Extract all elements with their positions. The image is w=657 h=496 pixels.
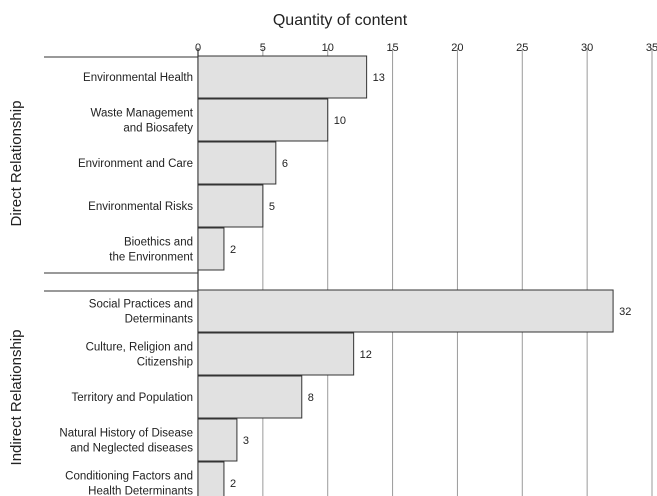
data-label: 3 — [243, 435, 249, 447]
category-label: Citizenship — [137, 357, 193, 369]
category-label: Environmental Health — [83, 72, 193, 84]
category-label: and Neglected diseases — [70, 443, 193, 455]
bar — [197, 141, 277, 185]
bar — [197, 289, 614, 333]
group-label: Indirect Relationship — [8, 330, 25, 466]
category-label: Environmental Risks — [88, 201, 193, 213]
x-tick-labels: 05101520253035 — [195, 42, 657, 54]
x-tick-label: 30 — [581, 42, 593, 54]
data-label: 8 — [308, 392, 314, 404]
category-label: Conditioning Factors and — [65, 471, 193, 483]
data-label: 10 — [334, 115, 346, 127]
group-label: Direct Relationship — [8, 101, 25, 227]
category-label: Bioethics and — [124, 237, 193, 249]
x-tick-label: 5 — [260, 42, 266, 54]
group-labels: Direct Relationship Indirect Relationship — [8, 101, 25, 466]
bar — [197, 375, 303, 419]
x-tick-label: 10 — [322, 42, 334, 54]
category-label: Determinants — [125, 314, 194, 326]
data-label: 2 — [230, 244, 236, 256]
category-label: and Biosafety — [123, 123, 193, 135]
category-label: Natural History of Disease — [59, 428, 193, 440]
category-label: Health Determinants — [88, 486, 193, 496]
category-label: Culture, Religion and — [86, 342, 193, 354]
data-label: 12 — [360, 349, 372, 361]
x-tick-label: 35 — [646, 42, 657, 54]
bar — [197, 227, 225, 271]
data-label: 13 — [373, 72, 385, 84]
category-label: Territory and Population — [72, 392, 193, 404]
bar — [197, 184, 264, 228]
data-label: 6 — [282, 158, 288, 170]
bar — [197, 461, 225, 496]
category-label: Environment and Care — [78, 158, 193, 170]
x-axis-title: Quantity of content — [273, 12, 408, 29]
data-label: 32 — [619, 306, 631, 318]
x-tick-label: 20 — [451, 42, 463, 54]
category-label: Waste Management — [91, 108, 194, 120]
bar — [197, 55, 368, 99]
data-label: 2 — [230, 478, 236, 490]
bar — [197, 418, 238, 462]
category-label: the Environment — [109, 252, 194, 264]
x-tick-label: 25 — [516, 42, 528, 54]
category-label: Social Practices and — [89, 299, 193, 311]
data-label: 5 — [269, 201, 275, 213]
x-tick-label: 15 — [386, 42, 398, 54]
bar — [197, 332, 355, 376]
bars: 13 Environmental Health 10 Waste Management… — [59, 55, 631, 496]
bar — [197, 98, 329, 142]
